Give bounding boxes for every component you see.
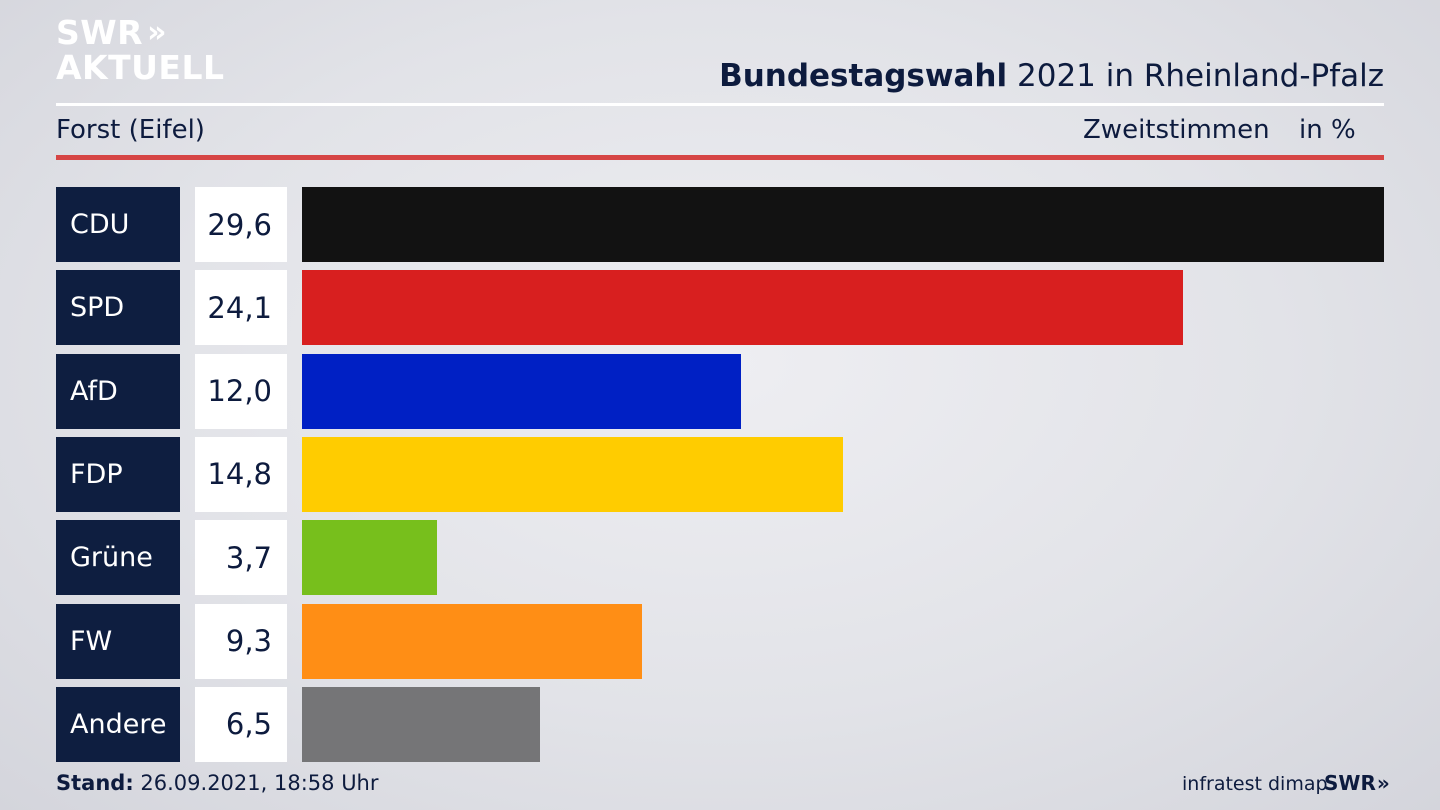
party-bar bbox=[302, 270, 1183, 346]
header-divider bbox=[56, 103, 1384, 106]
party-bar bbox=[302, 436, 843, 512]
party-label: FDP bbox=[56, 436, 180, 512]
party-row: FDP 14,8 bbox=[56, 436, 1384, 512]
party-row: Grüne 3,7 bbox=[56, 520, 1384, 596]
party-bar bbox=[302, 686, 540, 762]
footer-logo-arrows-icon: » bbox=[1376, 771, 1390, 795]
party-value: 29,6 bbox=[195, 187, 287, 262]
unit-label: in % bbox=[1299, 115, 1356, 145]
logo-aktuell-text: AKTUELL bbox=[56, 48, 225, 87]
timestamp-value: 26.09.2021, 18:58 Uhr bbox=[140, 771, 379, 795]
party-label: CDU bbox=[56, 187, 180, 262]
party-bar bbox=[302, 520, 438, 596]
party-label: AfD bbox=[56, 353, 180, 429]
swr-aktuell-logo: SWR » AKTUELL bbox=[56, 16, 225, 84]
timestamp: Stand: 26.09.2021, 18:58 Uhr bbox=[56, 771, 379, 795]
party-value: 12,0 bbox=[195, 353, 287, 429]
logo-arrows-icon: » bbox=[147, 14, 167, 50]
party-value: 14,8 bbox=[195, 436, 287, 512]
timestamp-label: Stand: bbox=[56, 771, 134, 795]
party-row: CDU 29,6 bbox=[56, 187, 1384, 262]
party-label: Grüne bbox=[56, 520, 180, 596]
party-label: SPD bbox=[56, 270, 180, 346]
party-bar bbox=[302, 353, 741, 429]
party-value: 9,3 bbox=[195, 603, 287, 679]
measure-label: Zweitstimmen bbox=[1083, 115, 1270, 145]
title-bold: Bundestagswahl bbox=[719, 58, 1008, 94]
accent-divider bbox=[56, 155, 1384, 160]
party-label: Andere bbox=[56, 686, 180, 762]
region-label: Forst (Eifel) bbox=[56, 115, 205, 145]
party-row: SPD 24,1 bbox=[56, 270, 1384, 346]
party-value: 3,7 bbox=[195, 520, 287, 596]
party-row: Andere 6,5 bbox=[56, 686, 1384, 762]
title-rest: 2021 in Rheinland-Pfalz bbox=[1017, 58, 1384, 94]
party-bar bbox=[302, 187, 1384, 262]
party-value: 6,5 bbox=[195, 686, 287, 762]
footer-swr-logo: SWR» bbox=[1324, 771, 1390, 795]
footer-logo-text: SWR bbox=[1324, 771, 1376, 795]
logo-swr-text: SWR bbox=[56, 13, 144, 52]
party-bar bbox=[302, 603, 642, 679]
party-value: 24,1 bbox=[195, 270, 287, 346]
party-row: AfD 12,0 bbox=[56, 353, 1384, 429]
party-row: FW 9,3 bbox=[56, 603, 1384, 679]
party-label: FW bbox=[56, 603, 180, 679]
source-label: infratest dimap bbox=[1182, 773, 1328, 795]
page-title: Bundestagswahl 2021 in Rheinland-Pfalz bbox=[719, 58, 1384, 94]
